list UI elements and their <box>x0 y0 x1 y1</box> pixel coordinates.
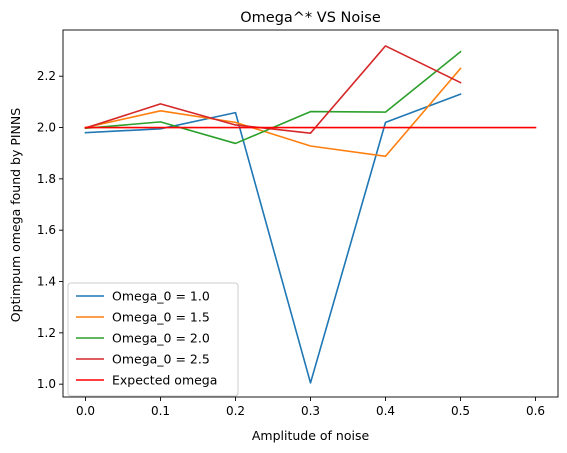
legend-label-1: Omega_0 = 1.5 <box>112 310 210 325</box>
series-line-0 <box>84 93 462 384</box>
legend-label-2: Omega_0 = 2.0 <box>112 331 210 346</box>
y-axis-label: Optimpum omega found by PINNS <box>8 108 23 322</box>
y-tick-label: 1.6 <box>37 223 56 237</box>
y-tick-label: 2.2 <box>37 69 56 83</box>
x-tick-label: 0.6 <box>526 404 545 418</box>
x-tick-label: 0.4 <box>376 404 395 418</box>
series-layer <box>84 45 537 384</box>
x-tick-label: 0.0 <box>76 404 95 418</box>
axes-layer: 0.0 0.1 0.2 0.3 0.4 0.5 0.6 1.0 1.2 1.4 1.6 1.8 2.0 2… <box>37 29 559 418</box>
y-tick-label: 1.0 <box>37 377 56 391</box>
series-line-3 <box>84 45 462 134</box>
y-tick-label: 2.0 <box>37 121 56 135</box>
chart-title: Omega^* VS Noise <box>240 10 381 26</box>
x-tick-label: 0.2 <box>226 404 245 418</box>
legend-label-3: Omega_0 = 2.5 <box>112 352 210 367</box>
x-tick-label: 0.1 <box>151 404 170 418</box>
y-tick-label: 1.2 <box>37 326 56 340</box>
legend-box <box>67 282 239 397</box>
legend-label-0: Omega_0 = 1.0 <box>112 289 210 304</box>
y-tick-label: 1.8 <box>37 172 56 186</box>
x-axis-label: Amplitude of noise <box>252 428 370 443</box>
x-tick-label: 0.3 <box>301 404 320 418</box>
legend-label-4: Expected omega <box>112 373 217 388</box>
series-line-1 <box>84 67 462 158</box>
x-tick-label: 0.5 <box>451 404 470 418</box>
y-tick-label: 1.4 <box>37 275 56 289</box>
legend: Omega_0 = 1.0 Omega_0 = 1.5 Omega_0 = 2.0 O… <box>67 282 239 397</box>
